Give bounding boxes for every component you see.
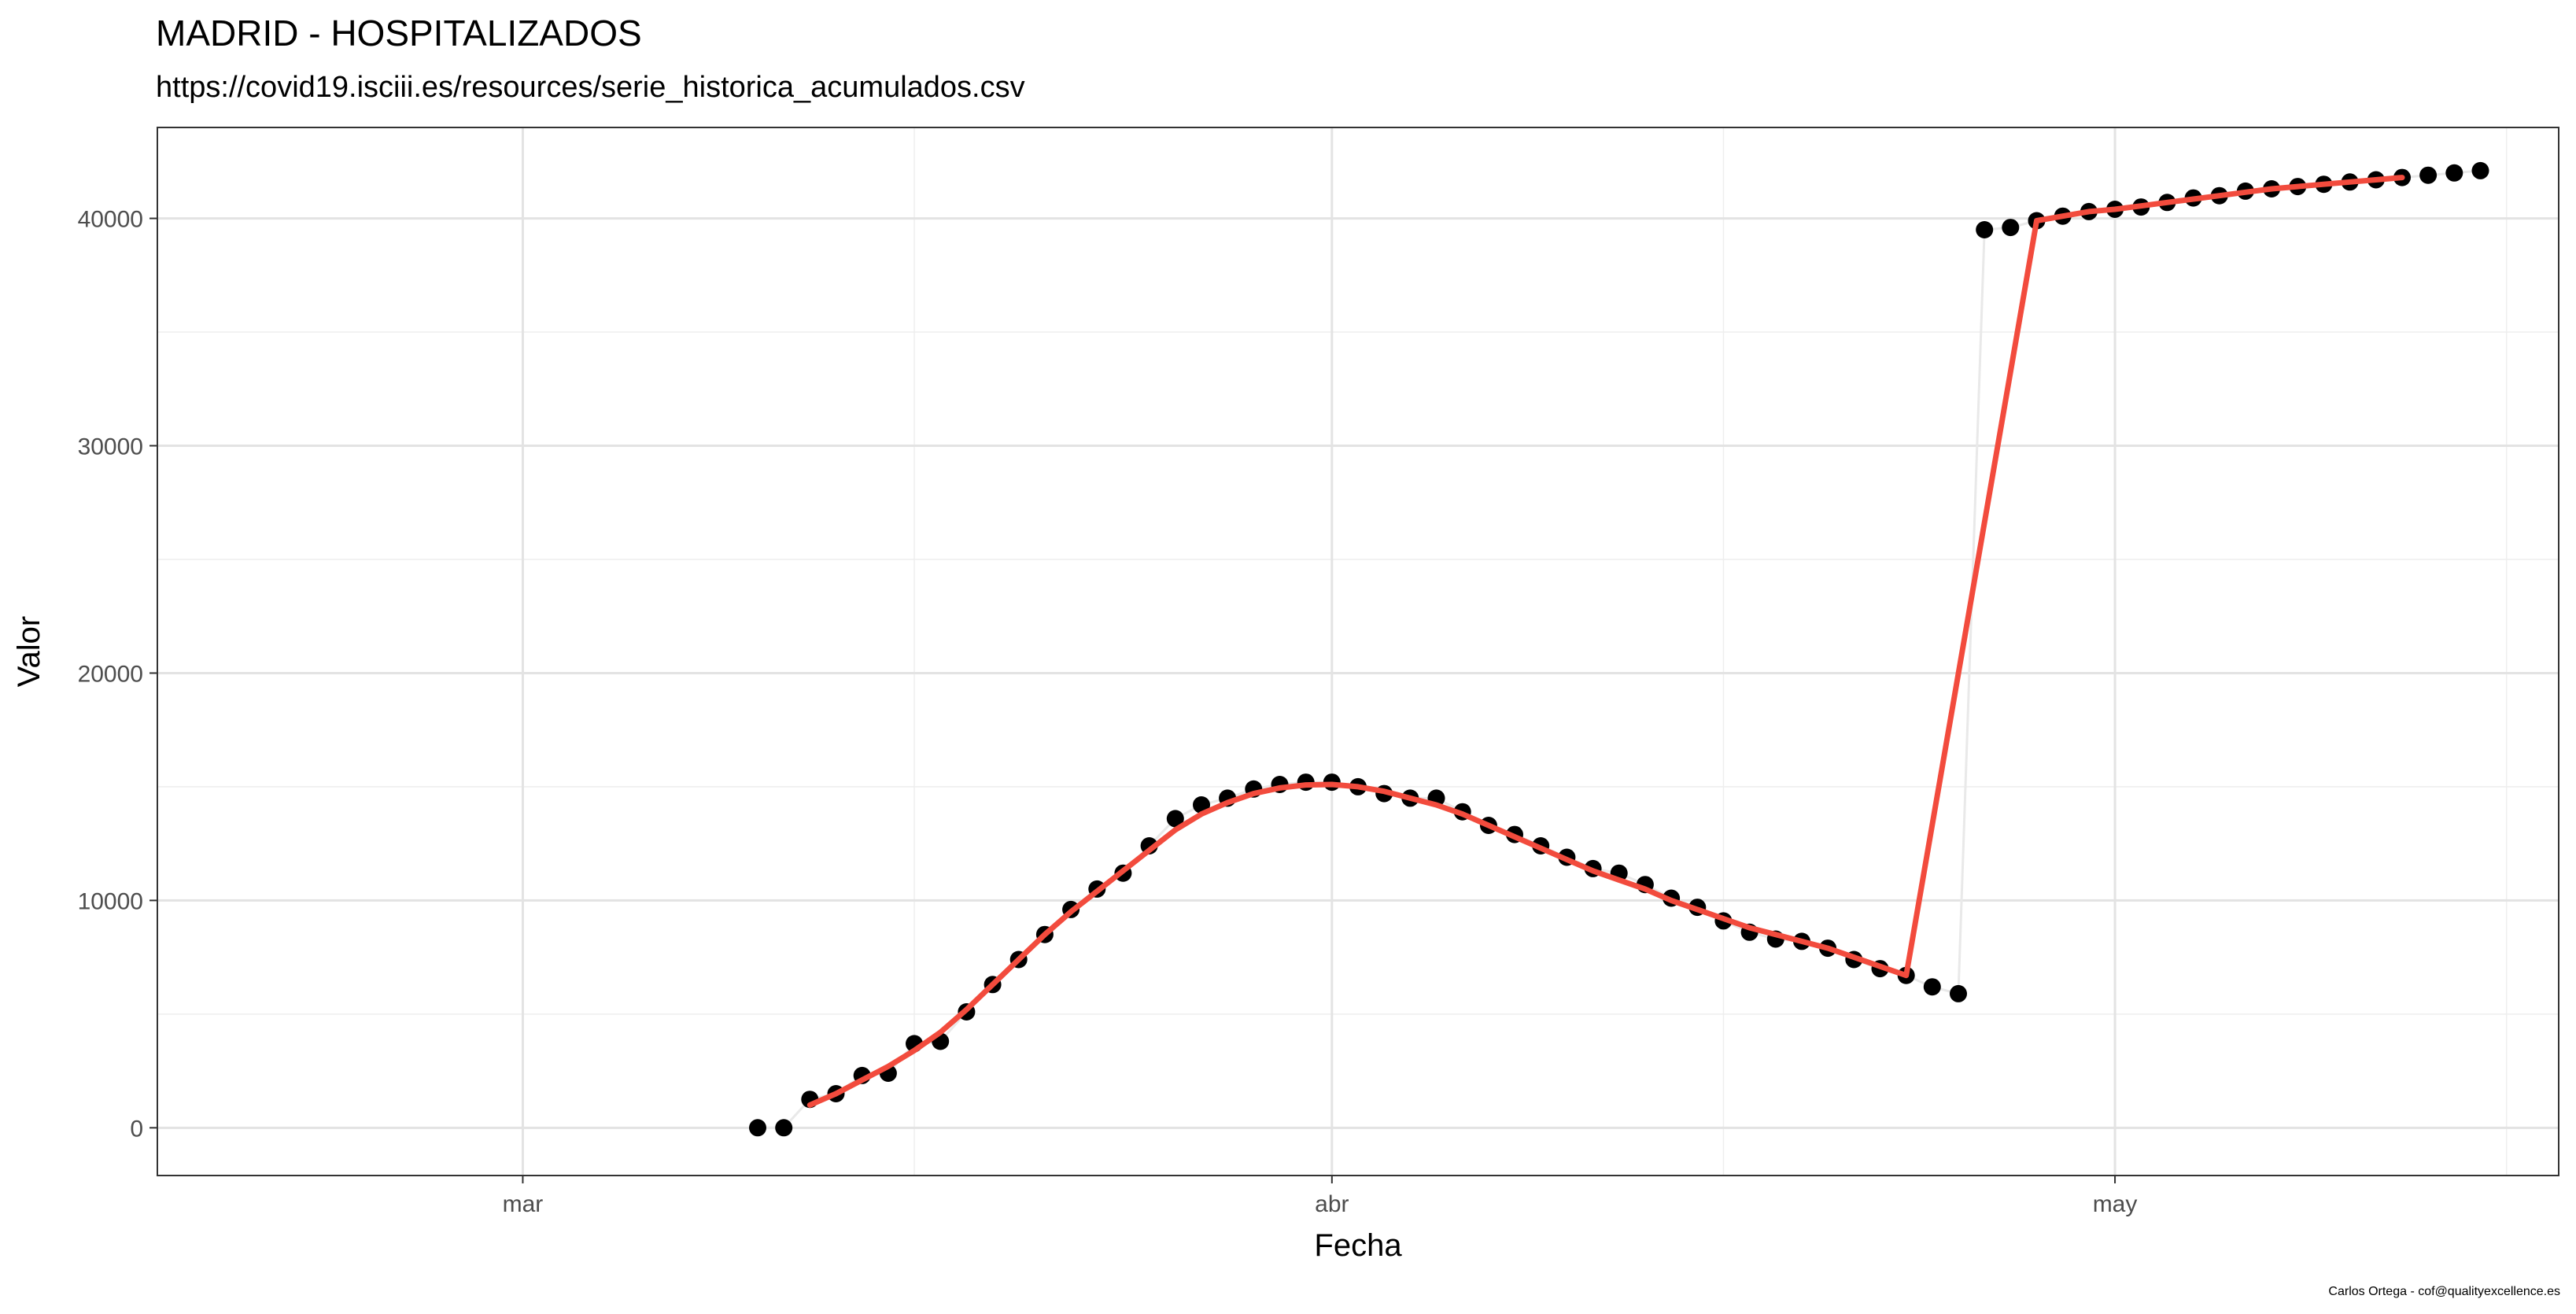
- data-point: [775, 1119, 793, 1137]
- smoothed-trend-line: [806, 175, 2405, 1108]
- data-point: [1950, 984, 1967, 1002]
- data-point: [749, 1119, 766, 1137]
- minor-gridlines: [157, 127, 2559, 1176]
- x-tick-labels: mar abr may: [503, 1191, 2138, 1217]
- x-axis-title: Fecha: [1314, 1228, 1402, 1263]
- data-point: [2419, 166, 2438, 184]
- y-tick-label: 10000: [78, 888, 143, 914]
- major-gridlines: [157, 127, 2559, 1176]
- chart-subtitle: https://covid19.isciii.es/resources/seri…: [156, 71, 1025, 104]
- caption: Carlos Ortega - cof@qualityexcellence.es: [2328, 1285, 2560, 1298]
- panel-border: [157, 127, 2559, 1176]
- x-tick-label: may: [2093, 1191, 2138, 1217]
- y-tick-labels: 0 10000 20000 30000 40000: [78, 207, 143, 1142]
- x-tick-label: mar: [503, 1191, 544, 1217]
- y-tick-label: 20000: [78, 661, 143, 687]
- data-point: [1166, 810, 1184, 828]
- series-layer: [749, 161, 2489, 1137]
- y-tick-label: 0: [130, 1116, 143, 1142]
- data-point: [2445, 164, 2463, 182]
- axis-ticks: [149, 217, 2117, 1183]
- data-point: [2471, 161, 2489, 179]
- series-connector-line: [758, 169, 2481, 1129]
- chart-title: MADRID - HOSPITALIZADOS: [156, 13, 642, 54]
- y-tick-label: 40000: [78, 207, 143, 233]
- data-point: [1976, 221, 1994, 238]
- y-tick-label: 30000: [78, 434, 143, 460]
- y-axis-title: Valor: [12, 616, 46, 687]
- x-tick-label: abr: [1315, 1191, 1349, 1217]
- data-point: [2002, 219, 2020, 237]
- data-point: [1923, 978, 1941, 996]
